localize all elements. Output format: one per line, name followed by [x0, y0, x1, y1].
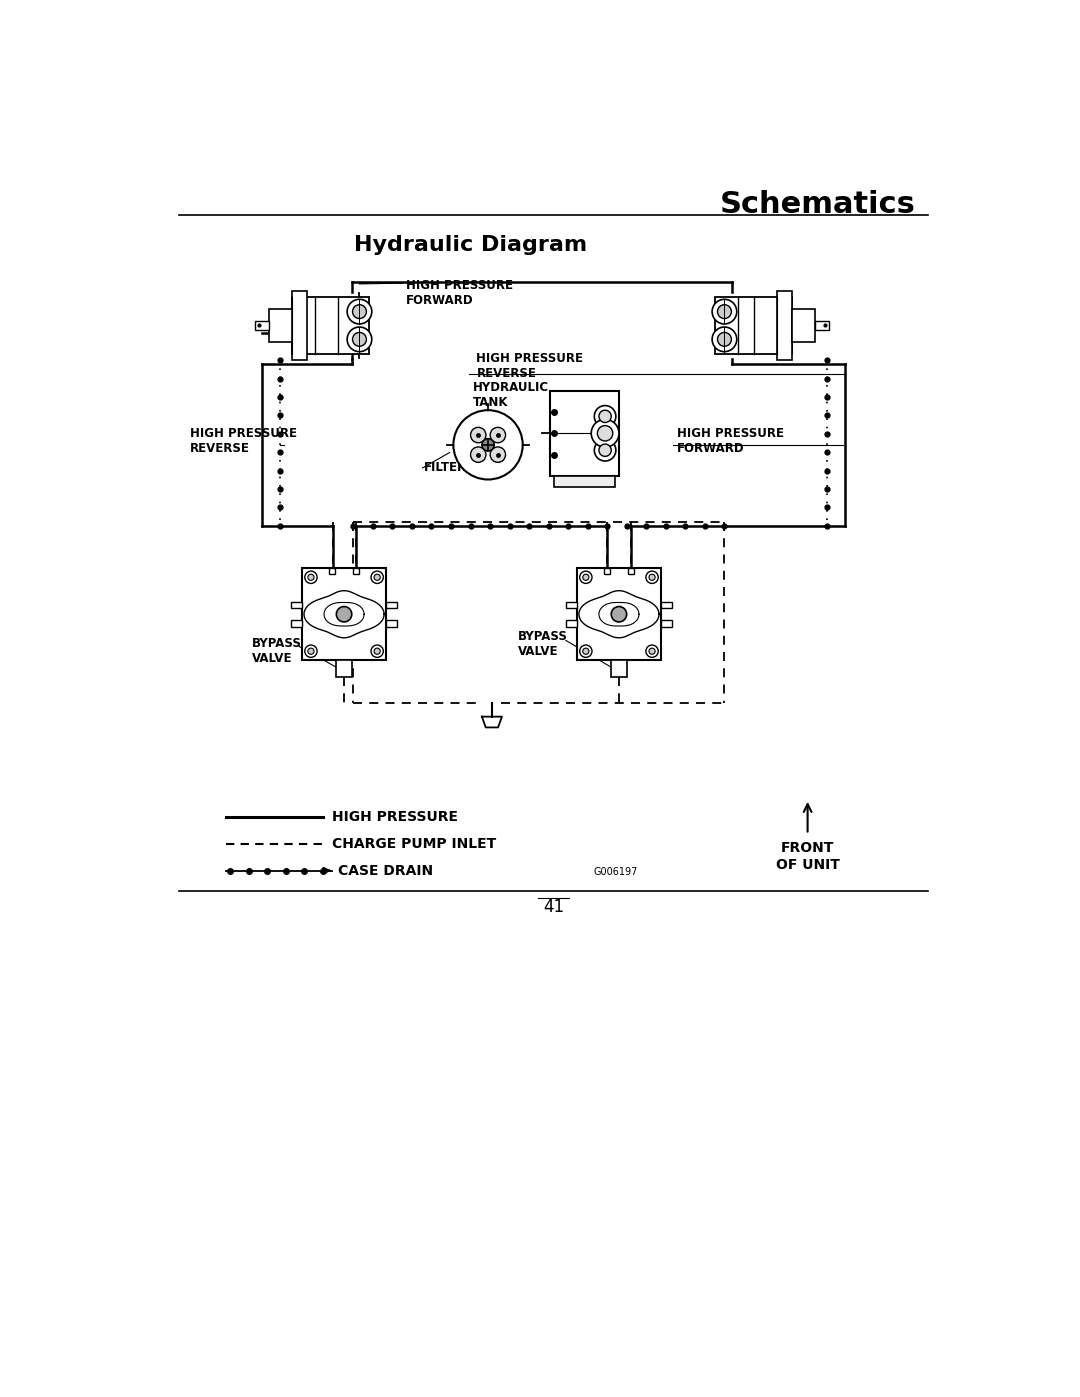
Text: HIGH PRESSURE
FORWARD: HIGH PRESSURE FORWARD — [406, 279, 513, 307]
Circle shape — [336, 606, 352, 622]
Text: G006197: G006197 — [594, 868, 638, 877]
Bar — [793, 309, 815, 342]
Circle shape — [599, 411, 611, 422]
Circle shape — [471, 427, 486, 443]
Circle shape — [490, 427, 505, 443]
Circle shape — [594, 440, 616, 461]
Circle shape — [347, 327, 372, 352]
Circle shape — [583, 648, 589, 654]
Circle shape — [611, 606, 626, 622]
Circle shape — [454, 411, 523, 479]
Polygon shape — [482, 717, 502, 728]
Circle shape — [712, 299, 737, 324]
Text: CHARGE PUMP INLET: CHARGE PUMP INLET — [332, 837, 496, 851]
Bar — [629, 569, 634, 574]
Bar — [269, 309, 292, 342]
Text: FRONT
OF UNIT: FRONT OF UNIT — [775, 841, 839, 872]
Bar — [815, 321, 829, 330]
Text: HIGH PRESSURE
FORWARD: HIGH PRESSURE FORWARD — [677, 427, 784, 455]
Bar — [566, 602, 577, 608]
Bar — [336, 661, 352, 678]
Text: Hydraulic Diagram: Hydraulic Diagram — [354, 235, 586, 254]
Circle shape — [347, 299, 372, 324]
Circle shape — [471, 447, 486, 462]
Circle shape — [712, 327, 737, 352]
Text: HIGH PRESSURE: HIGH PRESSURE — [332, 810, 458, 824]
Bar — [611, 661, 626, 678]
Bar — [291, 620, 301, 627]
Text: HYDRAULIC
TANK: HYDRAULIC TANK — [473, 381, 549, 409]
Circle shape — [649, 574, 656, 580]
Text: HIGH PRESSURE
REVERSE: HIGH PRESSURE REVERSE — [190, 427, 297, 455]
Circle shape — [594, 405, 616, 427]
Text: BYPASS
VALVE: BYPASS VALVE — [518, 630, 568, 658]
Circle shape — [490, 447, 505, 462]
Circle shape — [717, 332, 731, 346]
Bar — [292, 296, 368, 355]
Bar — [604, 569, 610, 574]
Bar — [661, 602, 672, 608]
Bar — [566, 620, 577, 627]
Circle shape — [352, 305, 366, 319]
Circle shape — [308, 574, 314, 580]
Circle shape — [599, 444, 611, 457]
Circle shape — [646, 571, 658, 584]
Circle shape — [591, 419, 619, 447]
Circle shape — [597, 426, 612, 441]
Circle shape — [372, 571, 383, 584]
Circle shape — [717, 305, 731, 319]
Bar — [550, 391, 619, 475]
Bar — [387, 620, 397, 627]
Circle shape — [583, 574, 589, 580]
Text: BYPASS
VALVE: BYPASS VALVE — [252, 637, 301, 665]
Circle shape — [482, 439, 495, 451]
Bar — [777, 291, 793, 360]
Bar — [255, 321, 269, 330]
Bar — [661, 620, 672, 627]
Text: FILTER: FILTER — [424, 461, 468, 475]
Circle shape — [374, 574, 380, 580]
Circle shape — [305, 571, 318, 584]
Circle shape — [646, 645, 658, 658]
Bar — [387, 602, 397, 608]
Text: HIGH PRESSURE
REVERSE: HIGH PRESSURE REVERSE — [476, 352, 583, 380]
Bar — [577, 569, 661, 661]
Bar — [301, 569, 387, 661]
Bar — [353, 569, 360, 574]
Circle shape — [649, 648, 656, 654]
Bar — [715, 296, 793, 355]
Bar — [554, 475, 616, 488]
Circle shape — [305, 645, 318, 658]
Circle shape — [372, 645, 383, 658]
Text: CASE DRAIN: CASE DRAIN — [338, 863, 433, 877]
Circle shape — [580, 645, 592, 658]
Text: Schematics: Schematics — [719, 190, 916, 219]
Circle shape — [374, 648, 380, 654]
Text: 41: 41 — [543, 898, 564, 916]
Bar — [292, 291, 307, 360]
Circle shape — [308, 648, 314, 654]
Bar — [291, 602, 301, 608]
Circle shape — [580, 571, 592, 584]
Bar — [328, 569, 335, 574]
Circle shape — [352, 332, 366, 346]
